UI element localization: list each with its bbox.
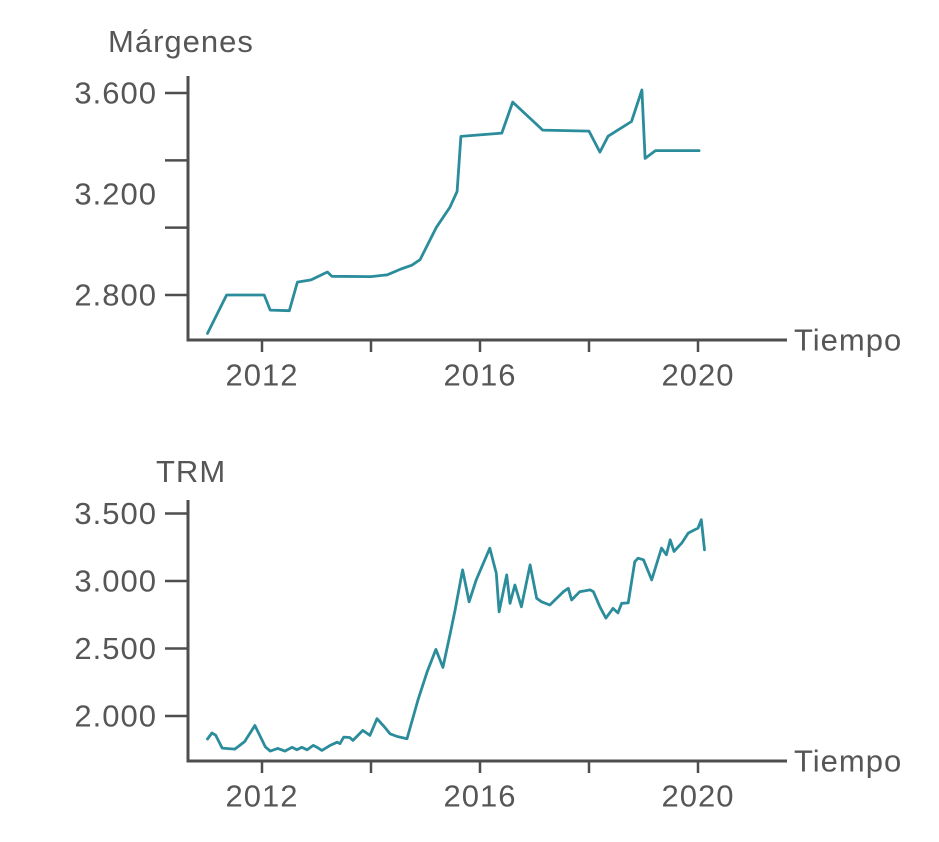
x-tick-label: 2012 xyxy=(226,358,299,393)
x-tick-label: 2012 xyxy=(226,779,299,814)
y-tick-label: 2.500 xyxy=(74,631,157,666)
y-tick-label: 3.500 xyxy=(74,496,157,531)
chart-title: TRM xyxy=(156,454,226,489)
y-tick-label: 3.200 xyxy=(74,177,157,212)
x-axis-title: Tiempo xyxy=(794,323,902,358)
x-axis-title: Tiempo xyxy=(794,744,902,779)
data-line-trm xyxy=(206,518,706,753)
y-tick-label: 2.800 xyxy=(74,278,157,313)
y-tick-label: 2.000 xyxy=(74,699,157,734)
x-tick-label: 2020 xyxy=(662,358,735,393)
x-tick-label: 2016 xyxy=(444,358,517,393)
data-line-margenes xyxy=(206,88,701,335)
x-tick-label: 2016 xyxy=(444,779,517,814)
chart-title: Márgenes xyxy=(108,24,254,59)
x-tick-label: 2020 xyxy=(662,779,735,814)
y-tick-label: 3.000 xyxy=(74,564,157,599)
y-tick-label: 3.600 xyxy=(74,76,157,111)
